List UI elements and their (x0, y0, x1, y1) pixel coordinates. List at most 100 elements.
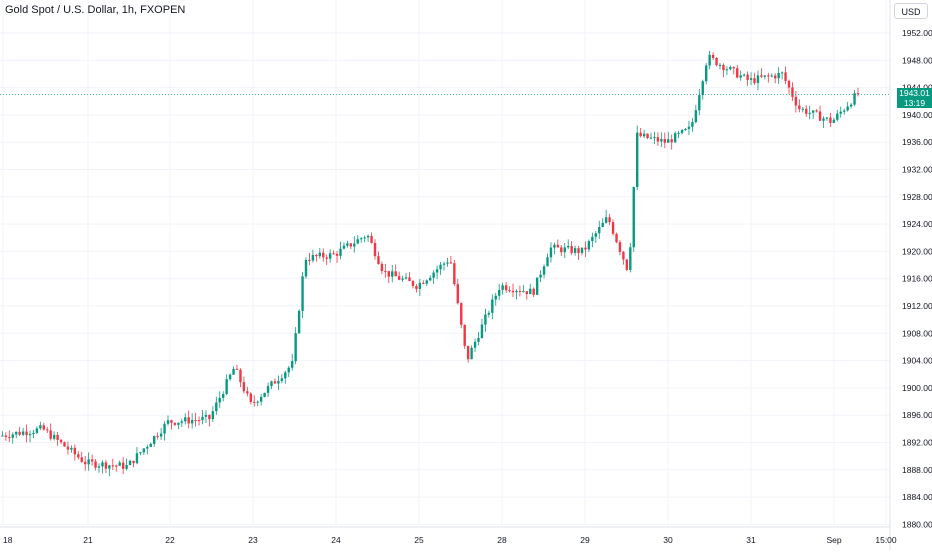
candle-body-down (325, 257, 328, 259)
candle-body-up (108, 465, 111, 469)
candle-body-down (753, 78, 756, 83)
candle-body-up (228, 374, 232, 380)
x-tick-label: 28 (497, 535, 507, 545)
candle-body-down (8, 436, 11, 438)
candle-body-up (232, 368, 235, 375)
candle-body-up (553, 244, 556, 248)
candle-body-up (522, 291, 525, 293)
y-tick-label: 1932.00 (902, 165, 932, 175)
candle-body-down (856, 93, 860, 95)
candle-body-up (777, 72, 780, 79)
candle-body-down (208, 414, 211, 420)
candle-body-down (115, 465, 118, 467)
candle-body-up (567, 246, 570, 248)
candles-layer (1, 50, 860, 477)
candle-body-up (487, 312, 491, 315)
y-tick-label: 1948.00 (902, 55, 932, 65)
candle-body-down (249, 393, 252, 402)
y-tick-label: 1904.00 (902, 356, 932, 366)
candle-body-down (625, 259, 629, 270)
candle-body-up (35, 428, 39, 433)
candle-body-up (401, 278, 404, 280)
candle-body-up (756, 75, 760, 83)
candle-body-down (322, 252, 325, 258)
candle-body-up (770, 75, 773, 77)
y-tick-label: 1916.00 (902, 274, 932, 284)
symbol-title[interactable]: Gold Spot / U.S. Dollar, 1h, FXOPEN (5, 4, 186, 16)
candle-body-down (670, 139, 673, 143)
candle-body-down (805, 108, 808, 114)
candle-body-up (604, 217, 608, 223)
candle-body-down (90, 459, 94, 462)
candle-body-up (498, 289, 501, 296)
candle-body-up (836, 113, 839, 120)
candle-body-up (439, 264, 442, 270)
candle-body-up (687, 126, 691, 130)
candle-body-down (584, 247, 587, 250)
x-tick-label: 15:00 (875, 535, 897, 545)
candle-body-up (101, 462, 104, 467)
candle-body-up (573, 248, 577, 253)
candle-body-down (732, 67, 735, 69)
candle-body-up (763, 75, 767, 77)
candle-body-down (63, 442, 66, 447)
candle-body-up (146, 446, 149, 449)
candle-body-down (784, 72, 787, 81)
x-tick-label: 24 (331, 535, 341, 545)
candle-body-down (187, 417, 190, 424)
candle-body-down (384, 271, 387, 273)
y-tick-label: 1900.00 (902, 383, 932, 393)
candle-body-up (601, 222, 604, 228)
candle-body-down (239, 369, 242, 383)
candle-body-up (256, 401, 259, 403)
x-tick-label: 22 (165, 535, 175, 545)
candle-body-up (435, 269, 439, 273)
candle-body-up (780, 72, 784, 74)
candle-body-down (622, 251, 625, 260)
y-tick-label: 1944.00 (902, 83, 932, 93)
candle-body-down (4, 435, 8, 437)
y-tick-label: 1928.00 (902, 192, 932, 202)
candle-body-up (801, 108, 804, 110)
candle-body-up (705, 65, 708, 82)
candle-body-down (387, 271, 390, 277)
candle-body-up (32, 432, 35, 435)
candle-body-up (594, 233, 597, 237)
grid-layer (0, 0, 890, 525)
candle-body-up (277, 380, 280, 384)
currency-button[interactable]: USD (894, 3, 928, 19)
candle-body-up (701, 81, 704, 96)
candle-body-up (346, 243, 349, 246)
candle-body-down (818, 111, 822, 121)
y-tick-label: 1884.00 (902, 492, 932, 502)
candle-body-down (460, 303, 463, 325)
candle-body-up (222, 394, 225, 398)
candle-body-up (125, 465, 128, 469)
candle-body-down (646, 133, 649, 139)
candle-body-up (353, 243, 356, 247)
candle-body-up (429, 277, 432, 281)
candle-body-down (711, 54, 715, 58)
candle-body-down (422, 282, 425, 284)
candle-body-down (715, 57, 718, 66)
candle-body-down (463, 324, 466, 346)
candle-body-up (677, 132, 680, 134)
candle-body-down (774, 75, 777, 79)
candle-body-up (591, 236, 594, 242)
candle-body-up (515, 290, 518, 293)
candle-body-down (815, 110, 818, 112)
candle-body-up (673, 133, 677, 143)
candle-body-up (366, 235, 370, 238)
candle-body-down (18, 431, 21, 435)
candle-body-up (304, 259, 308, 277)
candle-body-down (173, 422, 177, 425)
candle-body-up (629, 247, 632, 270)
candle-body-down (335, 253, 339, 256)
candle-body-up (491, 299, 494, 313)
y-tick-label: 1940.00 (902, 110, 932, 120)
candle-body-down (73, 447, 77, 455)
current-price-label: 1943.01 13:19 (897, 88, 932, 108)
